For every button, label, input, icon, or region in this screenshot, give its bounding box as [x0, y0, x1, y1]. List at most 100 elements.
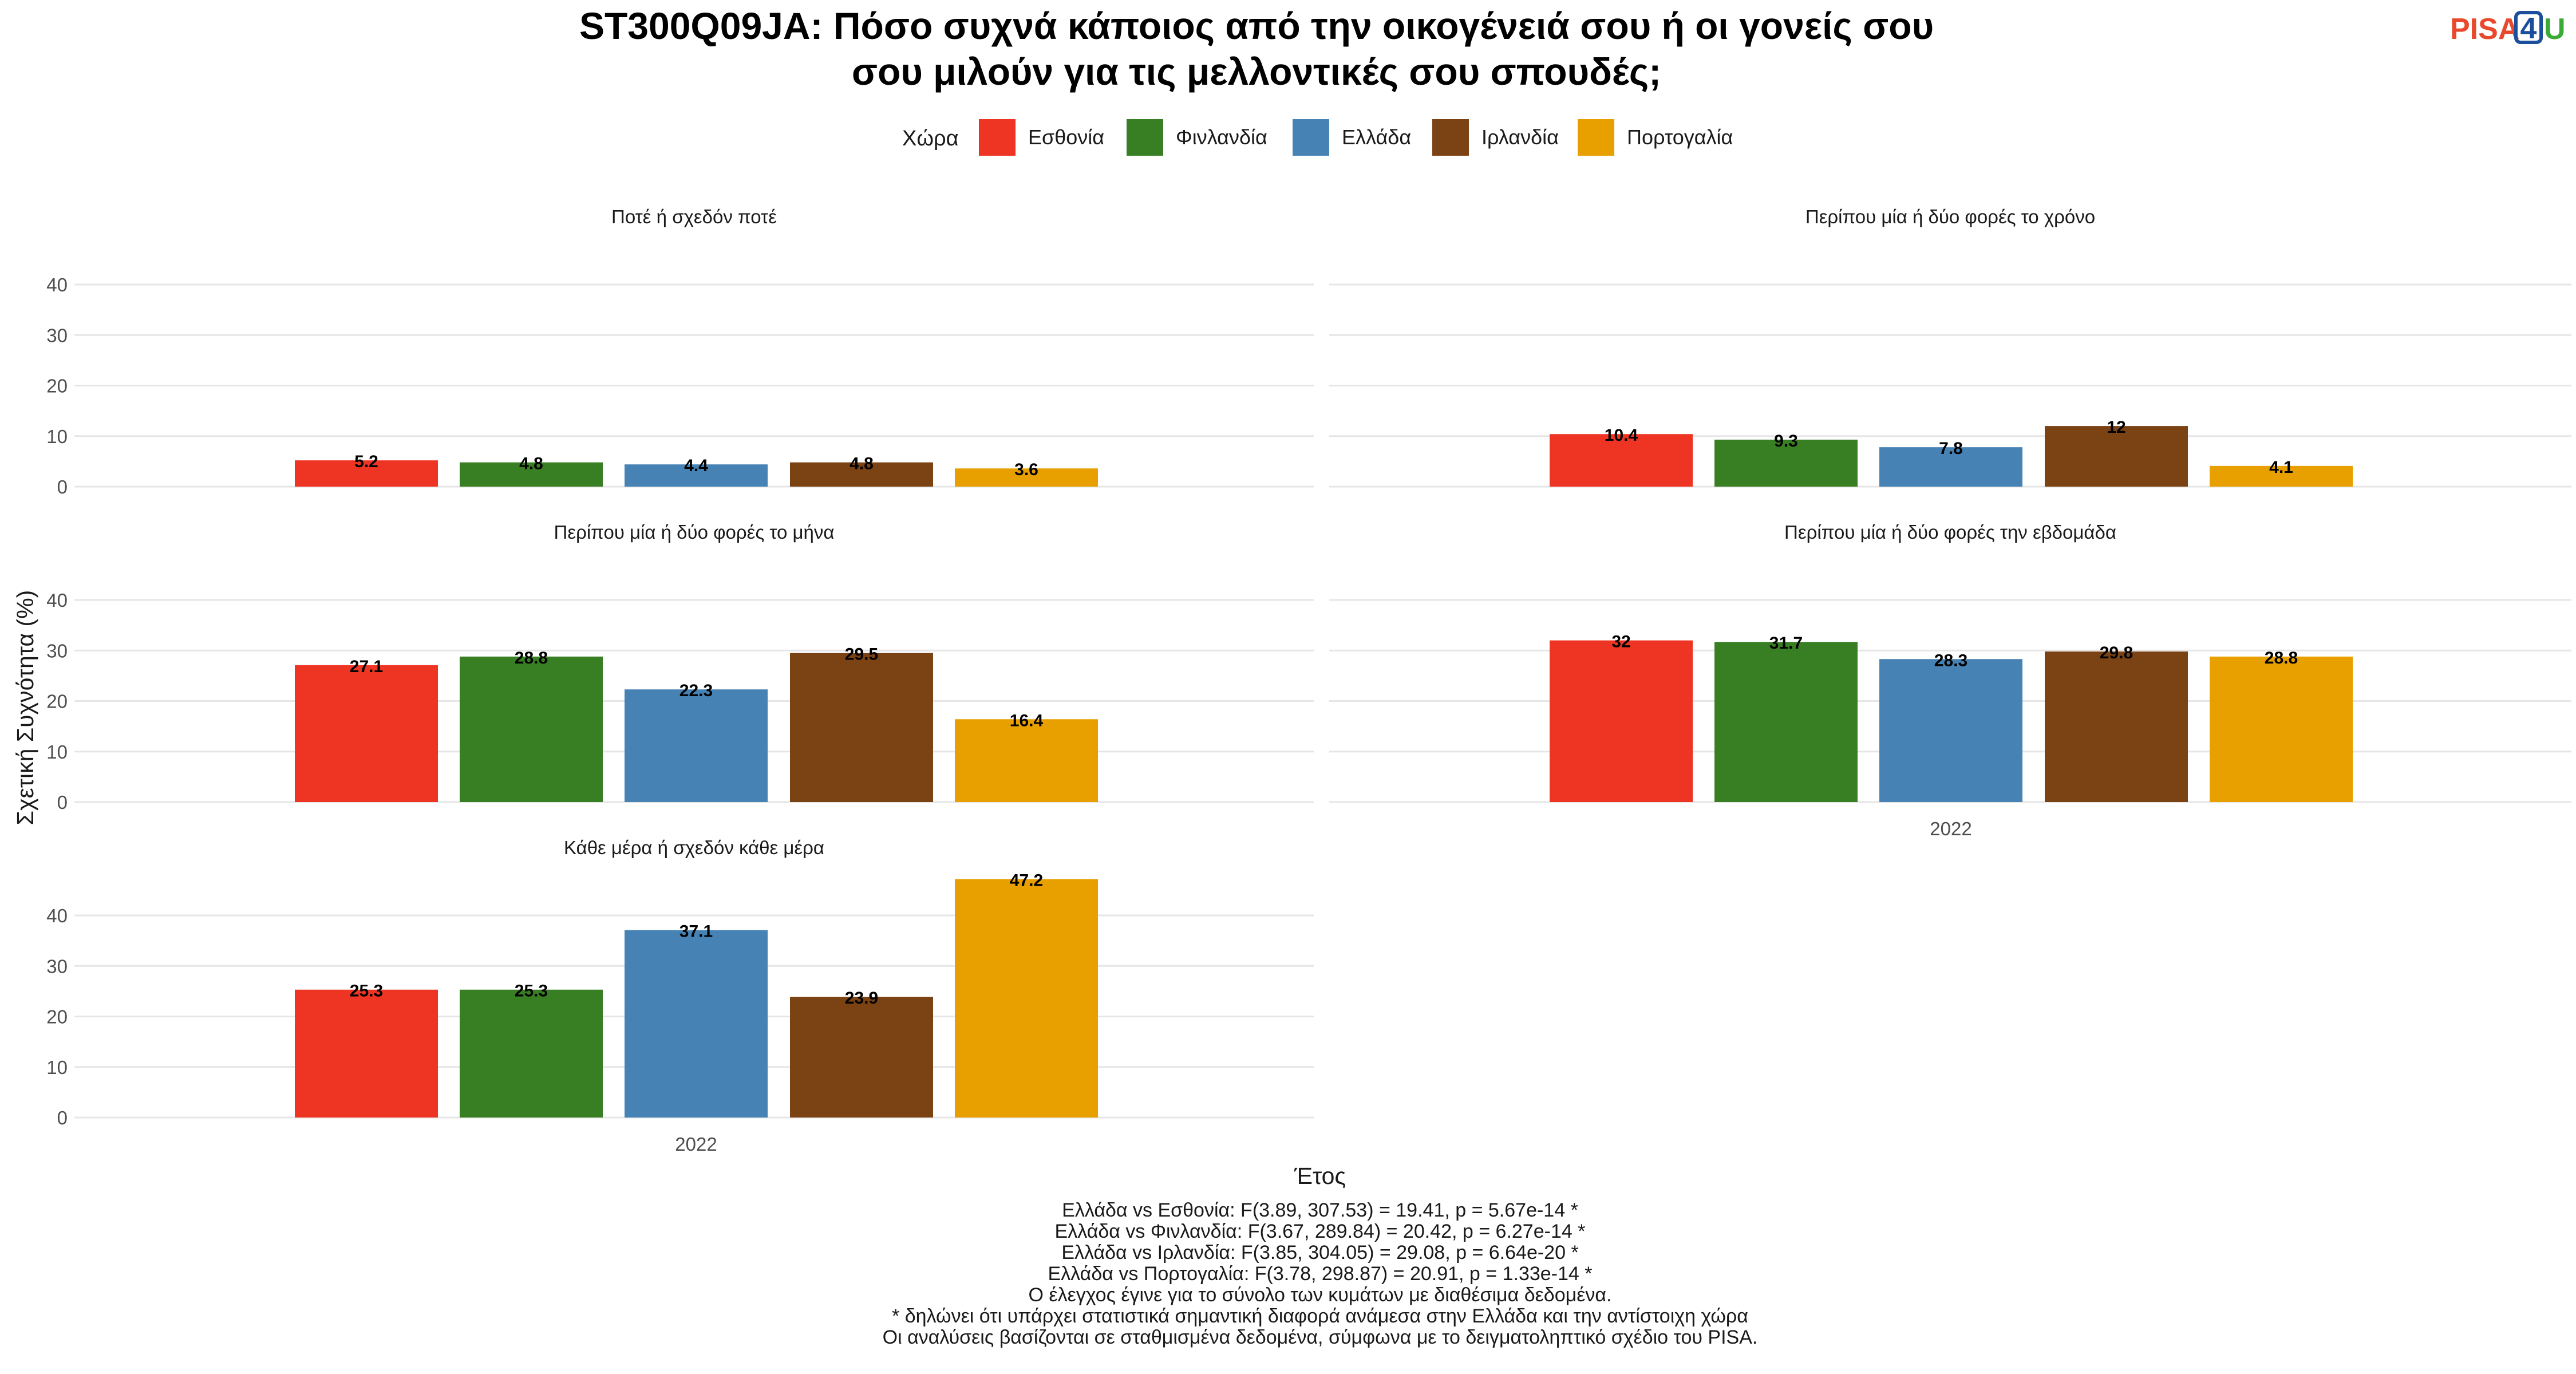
- bar-2-0: [295, 665, 438, 802]
- caption-line-4: Ο έλεγχος έγινε για το σύνολο των κυμάτω…: [1029, 1284, 1612, 1306]
- y-tick-label-4-0: 0: [57, 1107, 68, 1128]
- bar-label-3-1: 31.7: [1769, 634, 1803, 653]
- bar-3-2: [1879, 659, 2022, 802]
- bar-0-3: [790, 462, 933, 487]
- y-tick-label-2-10: 10: [46, 741, 68, 763]
- bar-3-0: [1550, 640, 1693, 802]
- legend: Χώρα Εσθονία Φινλανδία Ελλάδα Ιρλανδία Πορτο…: [902, 119, 1733, 156]
- legend-label-4: Πορτογαλία: [1627, 125, 1733, 149]
- bar-0-2: [625, 464, 768, 487]
- y-axis-title: Σχετική Συχνότητα (%): [12, 590, 38, 826]
- bar-label-2-3: 29.5: [845, 645, 878, 664]
- bar-label-3-2: 28.3: [1934, 651, 1967, 670]
- y-tick-label-2-0: 0: [57, 792, 68, 813]
- bar-0-1: [460, 462, 603, 487]
- facet-title-0: Ποτέ ή σχεδόν ποτέ: [611, 206, 777, 227]
- bar-label-4-0: 25.3: [350, 982, 383, 1001]
- bar-label-1-4: 4.1: [2269, 458, 2293, 477]
- legend-swatch-1: [1127, 119, 1163, 156]
- logo-box: [2514, 11, 2543, 44]
- bar-1-2: [1879, 447, 2022, 487]
- caption: Ελλάδα vs Εσθονία: F(3.89, 307.53) = 19.…: [883, 1199, 1758, 1348]
- facet-panel-3: Περίπου μία ή δύο φορές την εβδομάδα 32 31…: [1329, 522, 2571, 839]
- facet-panel-4: Κάθε μέρα ή σχεδόν κάθε μέρα 0 10 20 30 40 25.…: [46, 837, 1314, 1155]
- logo-text-pisa: PISA: [2450, 13, 2519, 46]
- bar-2-4: [955, 719, 1098, 802]
- caption-line-0: Ελλάδα vs Εσθονία: F(3.89, 307.53) = 19.…: [1062, 1199, 1578, 1221]
- bar-2-3: [790, 653, 933, 802]
- legend-label-2: Ελλάδα: [1342, 125, 1411, 149]
- y-tick-label-4-20: 20: [46, 1006, 68, 1028]
- bar-1-0: [1550, 434, 1693, 487]
- facet-panel-2: Περίπου μία ή δύο φορές το μήνα 0 10 20 30 40…: [46, 522, 1314, 813]
- caption-line-2: Ελλάδα vs Ιρλανδία: F(3.85, 304.05) = 29…: [1061, 1242, 1578, 1264]
- bar-label-2-4: 16.4: [1010, 711, 1044, 730]
- facet-title-2: Περίπου μία ή δύο φορές το μήνα: [554, 522, 835, 543]
- y-tick-label-0-40: 40: [46, 274, 68, 295]
- bar-label-4-1: 25.3: [515, 982, 548, 1001]
- y-tick-label-0-30: 30: [46, 325, 68, 346]
- x-tick-label-4: 2022: [675, 1134, 717, 1155]
- y-tick-label-0-0: 0: [57, 476, 68, 498]
- legend-label-1: Φινλανδία: [1176, 125, 1267, 149]
- facet-panel-1: Περίπου μία ή δύο φορές το χρόνο 10.4 9.3 7…: [1329, 206, 2571, 488]
- bar-3-4: [2210, 656, 2353, 802]
- bar-label-0-4: 3.6: [1014, 460, 1038, 479]
- facet-title-3: Περίπου μία ή δύο φορές την εβδομάδα: [1784, 522, 2116, 543]
- legend-swatch-3: [1432, 119, 1469, 156]
- caption-line-6: Οι αναλύσεις βασίζονται σε σταθμισμένα δ…: [883, 1326, 1758, 1348]
- x-tick-label-3: 2022: [1930, 818, 1971, 839]
- bar-label-4-4: 47.2: [1010, 871, 1043, 890]
- y-tick-label-2-30: 30: [46, 640, 68, 661]
- bar-label-0-3: 4.8: [850, 455, 874, 473]
- caption-line-5: * δηλώνει ότι υπάρχει στατιστικά σημαντι…: [892, 1305, 1748, 1327]
- pisa4u-logo: PISA: [2450, 13, 2519, 46]
- bar-label-3-3: 29.8: [2100, 643, 2133, 662]
- bar-1-4: [2210, 465, 2353, 487]
- bar-3-3: [2045, 652, 2188, 802]
- legend-label-3: Ιρλανδία: [1481, 125, 1559, 149]
- bar-label-2-0: 27.1: [350, 657, 383, 676]
- bar-4-2: [625, 930, 768, 1118]
- y-tick-label-0-20: 20: [46, 376, 68, 397]
- bar-label-0-0: 5.2: [354, 452, 378, 471]
- legend-title: Χώρα: [902, 127, 959, 151]
- bar-label-1-3: 12: [2107, 418, 2125, 437]
- bar-4-1: [460, 989, 603, 1118]
- logo-text-u: U: [2544, 13, 2566, 46]
- bar-label-3-4: 28.8: [2265, 649, 2298, 668]
- y-tick-label-2-20: 20: [46, 691, 68, 712]
- facet-panel-0: Ποτέ ή σχεδόν ποτέ 0 10 20 30 40 5.2 4.8 4.4 4.8 3…: [46, 206, 1314, 498]
- bar-2-2: [625, 689, 768, 802]
- facet-title-1: Περίπου μία ή δύο φορές το χρόνο: [1805, 206, 2095, 227]
- bar-label-2-1: 28.8: [515, 649, 548, 668]
- bar-label-1-0: 10.4: [1605, 426, 1638, 445]
- bar-label-0-2: 4.4: [684, 456, 708, 475]
- caption-line-3: Ελλάδα vs Πορτογαλία: F(3.78, 298.87) = …: [1048, 1263, 1593, 1285]
- bar-label-3-0: 32: [1611, 633, 1630, 652]
- y-tick-label-2-40: 40: [46, 590, 68, 611]
- chart-title-line-1: ST300Q09JA: Πόσο συχνά κάποιος από την ο…: [579, 5, 1934, 47]
- bar-label-4-2: 37.1: [679, 922, 713, 941]
- legend-swatch-4: [1578, 119, 1614, 156]
- bar-4-4: [955, 879, 1098, 1118]
- bar-4-3: [790, 997, 933, 1118]
- facet-title-4: Κάθε μέρα ή σχεδόν κάθε μέρα: [564, 837, 824, 858]
- bar-label-2-2: 22.3: [679, 681, 713, 700]
- bar-2-1: [460, 656, 603, 802]
- bar-label-1-2: 7.8: [1939, 439, 1963, 458]
- y-tick-label-4-30: 30: [46, 956, 68, 977]
- legend-swatch-0: [979, 119, 1016, 156]
- bar-label-1-1: 9.3: [1774, 432, 1798, 451]
- legend-swatch-2: [1293, 119, 1329, 156]
- y-tick-label-4-40: 40: [46, 905, 68, 926]
- bar-1-1: [1714, 439, 1858, 487]
- bar-1-3: [2045, 426, 2188, 487]
- y-tick-label-0-10: 10: [46, 426, 68, 447]
- bar-0-0: [295, 460, 438, 487]
- caption-line-1: Ελλάδα vs Φινλανδία: F(3.67, 289.84) = 2…: [1055, 1221, 1586, 1242]
- bar-0-4: [955, 468, 1098, 487]
- legend-label-0: Εσθονία: [1028, 125, 1104, 149]
- facet-panels: Ποτέ ή σχεδόν ποτέ 0 10 20 30 40 5.2 4.8 4.4 4.8 3…: [46, 206, 2571, 1155]
